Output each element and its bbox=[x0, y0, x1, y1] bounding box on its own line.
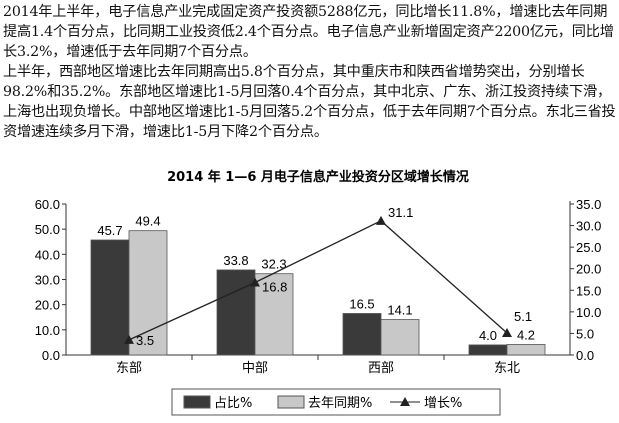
left-tick-label: 60.0 bbox=[35, 197, 60, 212]
article-text: 2014年上半年，电子信息产业完成固定资产投资额5288亿元，同比增长11.8%… bbox=[3, 2, 617, 142]
bar-value-label: 4.0 bbox=[479, 328, 497, 343]
category-label: 东部 bbox=[116, 361, 142, 376]
growth-value-label: 31.1 bbox=[388, 205, 413, 220]
left-tick-label: 30.0 bbox=[35, 273, 60, 288]
right-tick-label: 25.0 bbox=[576, 240, 601, 255]
legend-marker bbox=[400, 397, 410, 406]
growth-marker bbox=[376, 215, 386, 225]
right-tick-label: 10.0 bbox=[576, 305, 601, 320]
bar-value-label: 4.2 bbox=[517, 327, 535, 342]
right-tick-label: 20.0 bbox=[576, 262, 601, 277]
right-tick-label: 0.0 bbox=[576, 348, 594, 363]
bar-value-label: 49.4 bbox=[135, 214, 160, 229]
right-tick-label: 30.0 bbox=[576, 219, 601, 234]
right-tick-label: 35.0 bbox=[576, 197, 601, 212]
bar-share bbox=[216, 269, 256, 356]
growth-marker bbox=[250, 277, 260, 287]
left-tick-label: 20.0 bbox=[35, 298, 60, 313]
legend-swatch bbox=[183, 395, 211, 409]
growth-line bbox=[128, 220, 508, 341]
bar-value-label: 16.5 bbox=[349, 296, 374, 311]
growth-marker bbox=[502, 327, 512, 337]
legend-label: 去年同期% bbox=[308, 396, 372, 411]
bar-value-label: 45.7 bbox=[97, 223, 122, 238]
growth-marker bbox=[124, 334, 134, 344]
right-tick-label: 5.0 bbox=[576, 326, 594, 341]
growth-value-label: 16.8 bbox=[262, 280, 287, 295]
bar-last-year bbox=[380, 319, 420, 356]
bar-value-label: 32.3 bbox=[261, 257, 286, 272]
left-tick-label: 50.0 bbox=[35, 222, 60, 237]
left-tick-label: 40.0 bbox=[35, 247, 60, 262]
left-tick-label: 0.0 bbox=[42, 348, 60, 363]
growth-value-label: 3.5 bbox=[136, 333, 154, 348]
chart-title: 2014 年 1—6 月电子信息产业投资分区域增长情况 bbox=[167, 169, 469, 185]
right-tick-label: 15.0 bbox=[576, 283, 601, 298]
legend bbox=[171, 388, 501, 416]
bar-last-year bbox=[128, 230, 168, 356]
bar-share bbox=[342, 313, 382, 356]
bar-value-label: 33.8 bbox=[223, 253, 248, 268]
paragraph-2: 上半年，西部地区增速比去年同期高出5.8个百分点，其中重庆市和陕西省增势突出，分… bbox=[3, 64, 616, 140]
bar-value-label: 14.1 bbox=[387, 303, 412, 318]
bar-share bbox=[468, 344, 508, 356]
left-tick-label: 10.0 bbox=[35, 323, 60, 338]
category-label: 西部 bbox=[368, 361, 394, 376]
legend-label: 占比% bbox=[214, 396, 252, 411]
legend-swatch bbox=[277, 395, 305, 409]
growth-value-label: 5.1 bbox=[514, 309, 532, 324]
bar-last-year bbox=[506, 344, 546, 356]
paragraph-1: 2014年上半年，电子信息产业完成固定资产投资额5288亿元，同比增长11.8%… bbox=[3, 4, 614, 60]
legend-label: 增长% bbox=[424, 396, 462, 411]
category-label: 东北 bbox=[494, 361, 520, 376]
bar-share bbox=[90, 239, 130, 356]
category-label: 中部 bbox=[242, 361, 268, 376]
